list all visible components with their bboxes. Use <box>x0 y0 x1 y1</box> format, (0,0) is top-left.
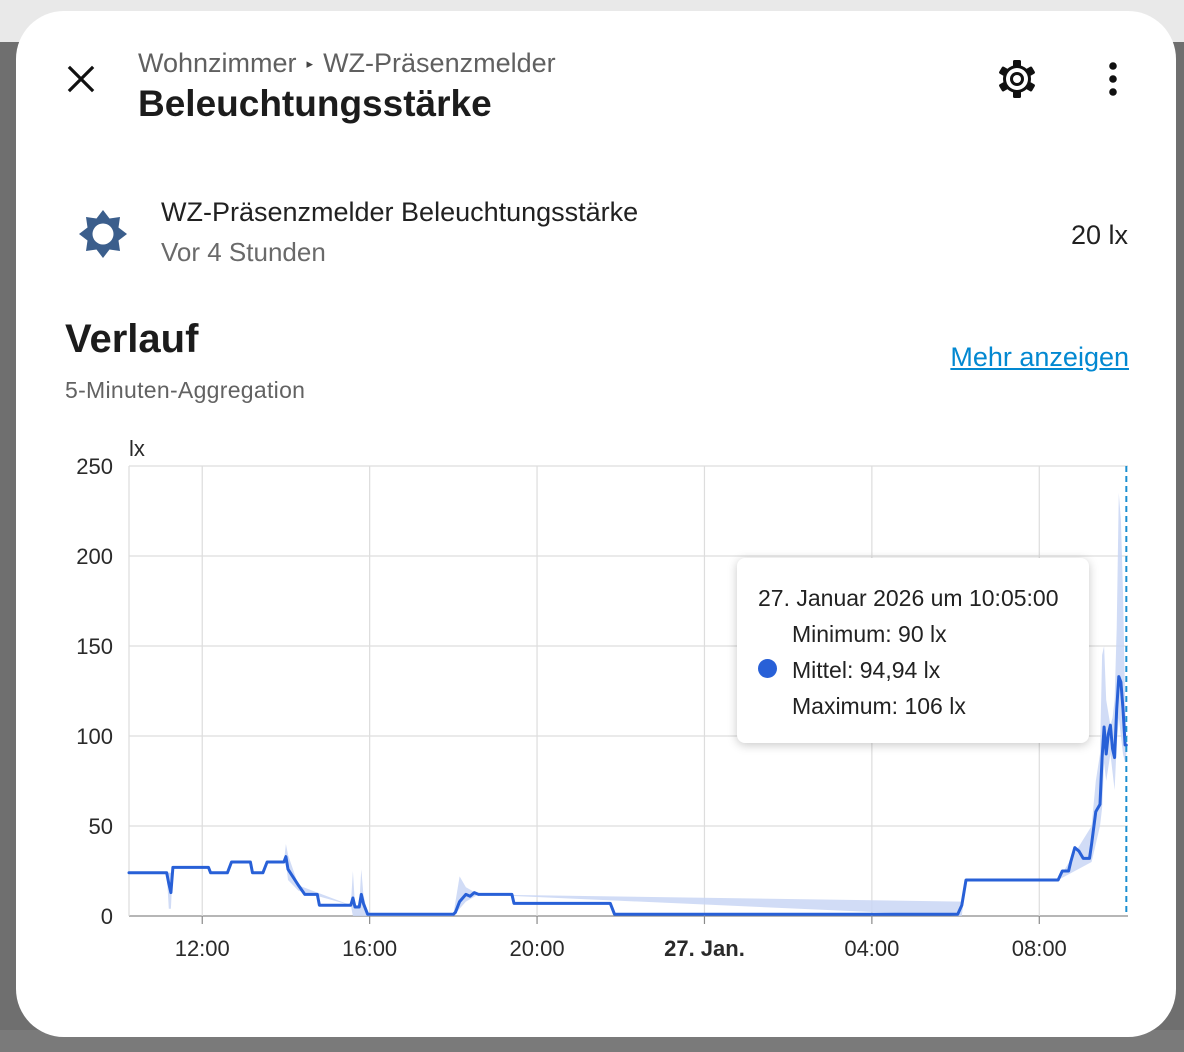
y-tick-label: 200 <box>76 544 113 569</box>
y-tick-label: 100 <box>76 724 113 749</box>
entity-name: WZ-Präsenzmelder Beleuchtungsstärke <box>161 197 639 227</box>
close-icon <box>67 65 95 93</box>
tooltip-maximum: Maximum: 106 lx <box>792 693 966 719</box>
series-marker-icon <box>758 659 777 678</box>
y-tick-label: 250 <box>76 454 113 479</box>
more-options-button[interactable] <box>1085 51 1141 107</box>
series-line-mittel <box>127 675 1128 916</box>
tooltip-date: 27. Januar 2026 um 10:05:00 <box>758 585 1059 611</box>
dialog-title: Beleuchtungsstärke <box>138 83 492 124</box>
entity-state: 20 lx <box>1070 220 1128 250</box>
settings-button[interactable] <box>989 51 1045 107</box>
more-vertical-icon <box>1109 62 1117 96</box>
history-chart[interactable]: 0 50 100 150 200 250 lx 12:00 16:00 20:00 27. Jan.… <box>16 11 1176 971</box>
x-tick-label: 20:00 <box>510 936 565 961</box>
y-tick-label: 50 <box>89 814 113 839</box>
entity-last-changed: Vor 4 Stunden <box>161 237 326 267</box>
breadcrumb: Wohnzimmer ▸ WZ-Präsenzmelder <box>138 48 556 79</box>
x-tick-label: 12:00 <box>175 936 230 961</box>
chart-tooltip: 27. Januar 2026 um 10:05:00 Minimum: 90 … <box>737 558 1089 743</box>
close-button[interactable] <box>53 51 109 107</box>
x-tick-label: 08:00 <box>1012 936 1067 961</box>
y-tick-label: 150 <box>76 634 113 659</box>
show-more-link[interactable]: Mehr anzeigen <box>950 342 1129 372</box>
y-axis-label: lx <box>129 436 145 461</box>
breadcrumb-device[interactable]: WZ-Präsenzmelder <box>323 48 556 78</box>
y-tick-label: 0 <box>101 904 113 929</box>
history-title: Verlauf <box>65 317 199 361</box>
history-subtitle: 5-Minuten-Aggregation <box>65 377 306 403</box>
x-tick-label: 04:00 <box>844 936 899 961</box>
x-tick-label: 16:00 <box>342 936 397 961</box>
tooltip-minimum: Minimum: 90 lx <box>792 621 947 647</box>
tooltip-mean: Mittel: 94,94 lx <box>792 657 941 683</box>
brightness-icon <box>79 210 127 258</box>
x-tick-label: 27. Jan. <box>664 936 745 961</box>
more-info-dialog: Wohnzimmer ▸ WZ-Präsenzmelder Beleuchtungs… <box>16 11 1176 1037</box>
entity-row[interactable]: WZ-Präsenzmelder Beleuchtungsstärke Vor … <box>56 183 1136 283</box>
gear-icon <box>999 60 1035 98</box>
breadcrumb-separator-icon: ▸ <box>306 56 314 71</box>
breadcrumb-area[interactable]: Wohnzimmer <box>138 48 297 78</box>
